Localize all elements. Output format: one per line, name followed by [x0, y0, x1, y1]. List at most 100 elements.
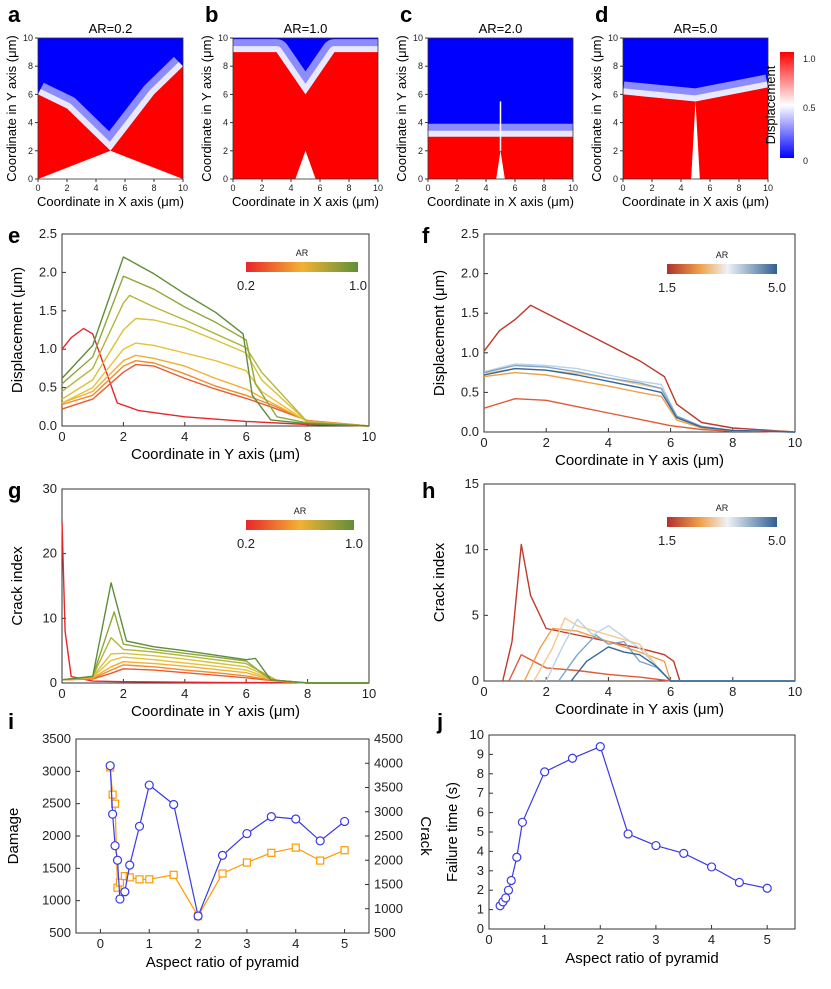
- y-axis-label: Displacement (μm): [431, 270, 448, 396]
- panel-letter: j: [436, 709, 443, 734]
- data-point: [266, 811, 276, 822]
- data-point: [193, 911, 203, 921]
- x-tick-label: 10: [362, 429, 376, 444]
- x-tick-label: 3: [652, 932, 659, 947]
- x-tick-label: 5: [764, 932, 771, 947]
- y-axis-label: Crack index: [431, 542, 448, 622]
- data-point: [217, 850, 228, 861]
- data-point: [734, 877, 744, 888]
- y-tick-label: 2: [613, 146, 618, 156]
- series-line: [508, 654, 795, 682]
- y-tick-label: 2: [418, 146, 423, 156]
- y-tick-label: 0.0: [461, 424, 479, 439]
- y-axis-label: Coordinate in Y axis (μm): [199, 35, 214, 181]
- red-region: [233, 52, 378, 179]
- data-point: [679, 848, 689, 858]
- x-tick-label: 6: [512, 183, 517, 193]
- panel-b: 0 2 4 6 8 10 0 2 4 6 8 10 AR=1.0 Coordinate in X axis…: [199, 2, 383, 209]
- x-tick-label: 10: [763, 183, 773, 193]
- plot-frame: [427, 37, 574, 180]
- y-tick-label: 1.5: [39, 303, 57, 318]
- panel-letter: g: [8, 478, 21, 503]
- y-tick-label: 6: [477, 805, 484, 820]
- x-tick-label: 6: [667, 435, 674, 450]
- y-tick-label: 5: [477, 824, 484, 839]
- y-tick-label: 10: [23, 33, 33, 43]
- panel-g: 0 2 4 6 8 10 0 10 20 30 Coordinate in Y axis (μm) C…: [8, 478, 376, 720]
- y-tick-label: 4: [477, 843, 484, 858]
- colorbar-label: Displacement: [763, 65, 778, 144]
- data-point: [112, 855, 123, 865]
- data-point: [108, 790, 117, 799]
- x-tick-label: 3: [243, 936, 250, 951]
- plot-frame: [483, 483, 796, 682]
- x-tick-label: 8: [151, 183, 156, 193]
- data-point: [144, 780, 154, 790]
- x-axis-label: Coordinate in Y axis (μm): [555, 452, 724, 469]
- data-point: [125, 873, 134, 882]
- x-tick-label: 10: [373, 183, 383, 193]
- data-point: [120, 887, 130, 897]
- y-tick-label: 8: [223, 61, 228, 71]
- x-tick-label: 0: [620, 183, 625, 193]
- x-axis-label: Coordinate in X axis (μm): [622, 194, 769, 209]
- x-tick-label: 8: [729, 684, 736, 699]
- y-right-tick-label: 500: [374, 925, 396, 940]
- panel-h: 0 2 4 6 8 10 0 5 10 15 Coordinate in Y axis (μm) Cr…: [422, 476, 802, 718]
- x-tick-label: 0: [480, 684, 487, 699]
- y-tick-label: 30: [43, 481, 57, 496]
- panel-letter: b: [205, 2, 218, 27]
- y-tick-label: 0.5: [461, 384, 479, 399]
- y-axis-label: Crack index: [9, 546, 26, 626]
- series-line: [558, 634, 795, 682]
- x-tick-label: 6: [243, 686, 250, 701]
- data-point: [115, 894, 125, 904]
- series-line: [109, 765, 345, 919]
- data-point: [501, 893, 511, 903]
- y-tick-label: 1500: [42, 860, 71, 875]
- legend-title: AR: [716, 503, 729, 513]
- y-tick-label: 0.0: [39, 418, 57, 433]
- data-point: [108, 809, 118, 819]
- y-right-tick-label: 1000: [374, 901, 403, 916]
- panel-e: 0 2 4 6 8 10 0.0 0.5 1.0 1.5 2.0 2.5 Coordinate in Y…: [8, 223, 376, 463]
- y-tick-label: 0: [223, 174, 228, 184]
- panel-f: 0 2 4 6 8 10 0.0 0.5 1.0 1.5 2.0 2.5 Coordinate in Y…: [422, 223, 802, 469]
- series-line: [61, 363, 370, 427]
- data-point: [267, 848, 276, 857]
- y-tick-label: 2.0: [461, 266, 479, 281]
- legend-title: AR: [716, 250, 729, 260]
- data-point: [506, 875, 516, 886]
- y-tick-label: 2: [28, 146, 33, 156]
- series-line: [61, 342, 370, 427]
- x-tick-label: 6: [122, 183, 127, 193]
- x-axis-label: Coordinate in X axis (μm): [232, 194, 379, 209]
- series-line: [483, 398, 796, 433]
- legend-title: AR: [296, 248, 309, 258]
- x-tick-label: 8: [346, 183, 351, 193]
- y-tick-label: 2: [223, 146, 228, 156]
- legend-title: AR: [294, 506, 307, 516]
- series-line: [61, 256, 370, 427]
- y-tick-label: 2.5: [39, 226, 57, 241]
- x-tick-label: 4: [605, 435, 612, 450]
- x-tick-label: 4: [483, 183, 488, 193]
- x-axis-label: Coordinate in X axis (μm): [37, 194, 184, 209]
- legend-max: 5.0: [768, 533, 786, 548]
- pyramid: [496, 150, 505, 179]
- panel-letter: c: [400, 2, 412, 27]
- x-tick-label: 2: [454, 183, 459, 193]
- legend-max: 5.0: [768, 280, 786, 295]
- x-tick-label: 4: [181, 686, 188, 701]
- y-tick-label: 2500: [42, 796, 71, 811]
- series-line: [499, 745, 768, 907]
- legend-min: 1.5: [658, 533, 676, 548]
- x-tick-label: 6: [317, 183, 322, 193]
- x-tick-label: 6: [667, 684, 674, 699]
- x-tick-label: 1: [541, 932, 548, 947]
- y-axis-label: Failure time (s): [444, 782, 461, 882]
- data-point: [291, 843, 300, 852]
- x-axis-label: Coordinate in Y axis (μm): [131, 703, 300, 720]
- data-point: [115, 878, 125, 887]
